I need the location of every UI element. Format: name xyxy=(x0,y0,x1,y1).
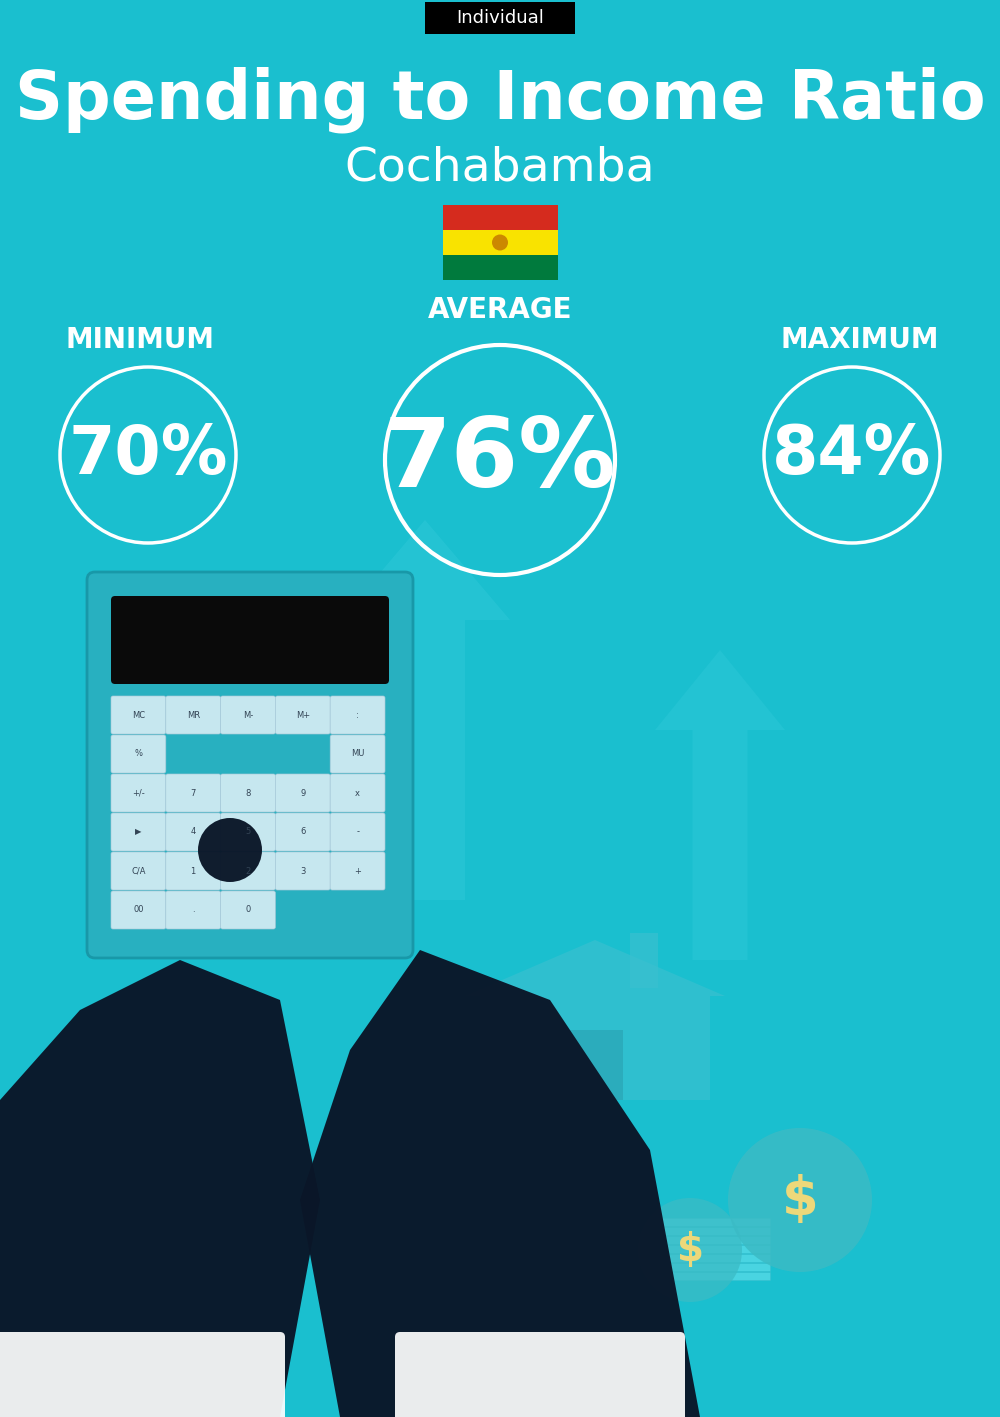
Text: M+: M+ xyxy=(296,710,310,720)
Text: $: $ xyxy=(676,1231,704,1270)
FancyBboxPatch shape xyxy=(442,205,558,230)
FancyBboxPatch shape xyxy=(166,696,221,734)
Text: AVERAGE: AVERAGE xyxy=(428,296,572,324)
Text: 3: 3 xyxy=(300,867,305,876)
Text: 8: 8 xyxy=(245,788,251,798)
FancyBboxPatch shape xyxy=(166,774,221,812)
FancyBboxPatch shape xyxy=(660,1263,770,1271)
Text: %: % xyxy=(134,750,142,758)
FancyBboxPatch shape xyxy=(630,932,658,988)
FancyBboxPatch shape xyxy=(660,1254,770,1263)
Text: 00: 00 xyxy=(133,905,144,914)
FancyBboxPatch shape xyxy=(111,597,389,684)
Text: 0: 0 xyxy=(245,905,251,914)
Text: :: : xyxy=(356,710,359,720)
FancyBboxPatch shape xyxy=(395,1332,685,1417)
Text: x: x xyxy=(355,788,360,798)
FancyBboxPatch shape xyxy=(660,1227,770,1236)
Text: MINIMUM: MINIMUM xyxy=(66,326,214,354)
FancyBboxPatch shape xyxy=(111,891,166,930)
FancyBboxPatch shape xyxy=(330,852,385,890)
FancyBboxPatch shape xyxy=(660,1246,770,1253)
Text: $: $ xyxy=(782,1175,818,1226)
Text: ▶: ▶ xyxy=(135,828,142,836)
FancyBboxPatch shape xyxy=(442,230,558,255)
Text: 76%: 76% xyxy=(384,414,616,506)
FancyBboxPatch shape xyxy=(330,774,385,812)
FancyBboxPatch shape xyxy=(221,891,275,930)
FancyBboxPatch shape xyxy=(111,735,166,774)
FancyBboxPatch shape xyxy=(221,696,275,734)
Polygon shape xyxy=(300,949,700,1417)
Text: Spending to Income Ratio: Spending to Income Ratio xyxy=(15,67,985,133)
FancyBboxPatch shape xyxy=(660,1236,770,1244)
Text: 4: 4 xyxy=(191,828,196,836)
FancyBboxPatch shape xyxy=(275,774,330,812)
FancyBboxPatch shape xyxy=(330,813,385,852)
FancyBboxPatch shape xyxy=(111,852,166,890)
FancyBboxPatch shape xyxy=(166,813,221,852)
FancyBboxPatch shape xyxy=(111,813,166,852)
FancyBboxPatch shape xyxy=(166,891,221,930)
FancyBboxPatch shape xyxy=(660,1272,770,1280)
Circle shape xyxy=(728,1128,872,1272)
Text: +/-: +/- xyxy=(132,788,145,798)
Circle shape xyxy=(638,1197,742,1302)
Text: Individual: Individual xyxy=(456,9,544,27)
Text: MR: MR xyxy=(187,710,200,720)
Text: +: + xyxy=(354,867,361,876)
FancyArrow shape xyxy=(340,520,510,900)
Text: M-: M- xyxy=(243,710,253,720)
Circle shape xyxy=(492,234,508,251)
FancyArrow shape xyxy=(655,650,785,959)
Text: 6: 6 xyxy=(300,828,305,836)
FancyBboxPatch shape xyxy=(0,1332,285,1417)
FancyBboxPatch shape xyxy=(330,696,385,734)
Polygon shape xyxy=(0,959,320,1417)
FancyBboxPatch shape xyxy=(111,774,166,812)
Text: 9: 9 xyxy=(300,788,305,798)
FancyBboxPatch shape xyxy=(442,255,558,281)
FancyBboxPatch shape xyxy=(480,996,710,1100)
Text: Cochabamba: Cochabamba xyxy=(345,146,655,190)
Text: -: - xyxy=(356,828,359,836)
FancyBboxPatch shape xyxy=(166,852,221,890)
Text: 84%: 84% xyxy=(772,422,932,487)
Polygon shape xyxy=(465,939,725,996)
FancyBboxPatch shape xyxy=(111,696,166,734)
FancyBboxPatch shape xyxy=(221,813,275,852)
FancyBboxPatch shape xyxy=(330,735,385,774)
Text: 2: 2 xyxy=(245,867,251,876)
FancyBboxPatch shape xyxy=(275,813,330,852)
FancyBboxPatch shape xyxy=(275,852,330,890)
FancyBboxPatch shape xyxy=(87,572,413,958)
Text: 5: 5 xyxy=(245,828,251,836)
Text: 1: 1 xyxy=(191,867,196,876)
Text: 7: 7 xyxy=(191,788,196,798)
Text: .: . xyxy=(192,905,195,914)
Text: MU: MU xyxy=(351,750,364,758)
FancyBboxPatch shape xyxy=(221,774,275,812)
Text: C/A: C/A xyxy=(131,867,146,876)
Text: 70%: 70% xyxy=(68,422,228,487)
FancyBboxPatch shape xyxy=(660,1219,770,1226)
Text: MAXIMUM: MAXIMUM xyxy=(781,326,939,354)
FancyBboxPatch shape xyxy=(567,1030,623,1100)
Text: MC: MC xyxy=(132,710,145,720)
FancyBboxPatch shape xyxy=(275,696,330,734)
Circle shape xyxy=(198,818,262,881)
FancyBboxPatch shape xyxy=(425,1,575,34)
FancyBboxPatch shape xyxy=(221,852,275,890)
